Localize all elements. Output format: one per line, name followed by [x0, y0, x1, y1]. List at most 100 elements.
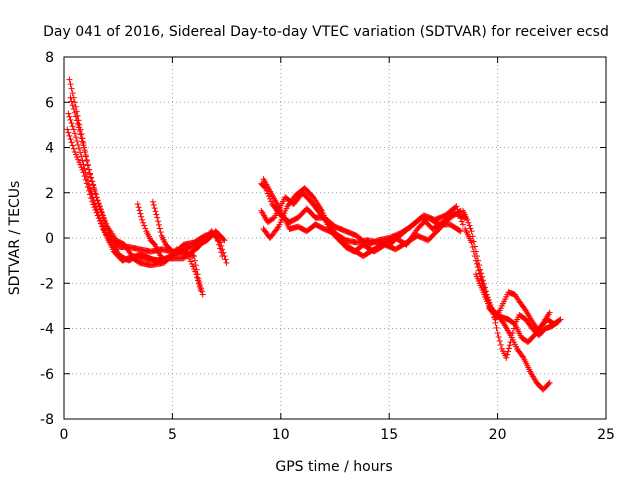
- data-point-plus: [66, 113, 73, 120]
- data-point-plus: [95, 215, 102, 222]
- data-point-plus: [67, 136, 74, 143]
- data-point-plus: [88, 178, 95, 185]
- data-point-plus: [69, 142, 76, 149]
- data-point-plus: [519, 353, 526, 360]
- data-point-plus: [89, 181, 96, 188]
- y-tick-label: -2: [40, 276, 54, 292]
- data-point-plus: [89, 198, 96, 205]
- data-point-plus: [77, 131, 84, 138]
- data-point-plus: [503, 354, 510, 361]
- data-point-plus: [478, 277, 485, 284]
- data-point-plus: [72, 151, 79, 158]
- data-point-plus: [90, 184, 97, 191]
- data-point-plus: [189, 263, 196, 270]
- data-point-plus: [155, 221, 162, 228]
- data-point-plus: [66, 76, 73, 83]
- data-point-plus: [97, 206, 104, 213]
- data-point-plus: [151, 205, 158, 212]
- data-point-plus: [72, 134, 79, 141]
- data-point-plus: [96, 217, 103, 224]
- data-point-plus: [91, 204, 98, 211]
- data-point-plus: [103, 220, 110, 227]
- data-point-plus: [187, 258, 194, 265]
- data-point-plus: [216, 238, 223, 245]
- data-point-plus: [74, 117, 81, 124]
- data-point-plus: [139, 216, 146, 223]
- data-point-plus: [470, 248, 477, 255]
- data-point-plus: [79, 157, 86, 164]
- data-point-plus: [91, 187, 98, 194]
- data-point-plus: [198, 288, 205, 295]
- data-point-plus: [157, 229, 164, 236]
- data-point-plus: [546, 379, 553, 386]
- data-point-plus: [96, 203, 103, 210]
- data-point-plus: [76, 128, 83, 135]
- data-point-plus: [218, 242, 225, 249]
- data-point-plus: [506, 342, 513, 349]
- data-point-plus: [67, 81, 74, 88]
- data-point-plus: [464, 216, 471, 223]
- data-points: [64, 76, 564, 393]
- y-tick-label: 0: [45, 231, 54, 247]
- data-point-plus: [79, 166, 86, 173]
- y-tick-label: -6: [40, 367, 54, 383]
- data-point-plus: [472, 257, 479, 264]
- data-point-plus: [196, 283, 203, 290]
- data-point-plus: [74, 154, 81, 161]
- data-point-plus: [71, 109, 78, 116]
- data-point-plus: [88, 195, 95, 202]
- data-point-plus: [93, 209, 100, 216]
- data-point-plus: [150, 201, 157, 208]
- data-point-plus: [192, 262, 199, 269]
- x-tick-label: 25: [597, 427, 615, 443]
- y-axis-label: SDTVAR / TECUs: [7, 181, 23, 296]
- y-tick-label: -8: [40, 412, 54, 428]
- data-point-plus: [156, 225, 163, 232]
- data-point-plus: [84, 161, 91, 168]
- data-point-plus: [468, 239, 475, 246]
- data-point-plus: [191, 257, 198, 264]
- data-point-plus: [97, 220, 104, 227]
- data-point-plus: [93, 194, 100, 201]
- axis-ticks: 0 5 10 15 20 25 -8 -6 -4 -2 0 2 4 6 8: [40, 50, 615, 443]
- data-point-plus: [141, 222, 148, 229]
- data-point-plus: [92, 191, 99, 198]
- data-point-plus: [71, 130, 78, 137]
- data-point-plus: [474, 264, 481, 271]
- data-point-plus: [68, 98, 75, 105]
- data-point-plus: [453, 203, 460, 210]
- data-point-plus: [76, 145, 83, 152]
- data-point-plus: [65, 129, 72, 136]
- data-point-plus: [84, 184, 91, 191]
- data-point-plus: [85, 166, 92, 173]
- data-point-plus: [138, 213, 145, 220]
- data-point-plus: [197, 287, 204, 294]
- data-point-plus: [82, 176, 89, 183]
- data-point-plus: [140, 219, 147, 226]
- x-tick-label: 20: [489, 427, 507, 443]
- data-point-plus: [199, 291, 206, 298]
- data-point-plus: [458, 218, 465, 225]
- data-point-plus: [456, 227, 463, 234]
- data-point-plus: [153, 211, 160, 218]
- data-point-plus: [152, 208, 159, 215]
- data-point-plus: [154, 214, 161, 221]
- data-point-plus: [78, 135, 85, 142]
- data-point-plus: [87, 191, 94, 198]
- data-point-plus: [556, 317, 563, 324]
- data-point-plus: [102, 218, 109, 225]
- data-point-plus: [76, 159, 83, 166]
- data-point-plus: [98, 209, 105, 216]
- data-point-plus: [193, 271, 200, 278]
- data-point-plus: [457, 215, 464, 222]
- x-tick-label: 10: [272, 427, 290, 443]
- y-tick-label: -4: [40, 322, 54, 338]
- data-point-plus: [476, 270, 483, 277]
- data-point-plus: [457, 228, 464, 235]
- data-point-plus: [220, 249, 227, 256]
- data-point-plus: [81, 173, 88, 180]
- data-point-plus: [466, 222, 473, 229]
- data-point-plus: [220, 236, 227, 243]
- data-point-plus: [135, 204, 142, 211]
- data-point-plus: [69, 90, 76, 97]
